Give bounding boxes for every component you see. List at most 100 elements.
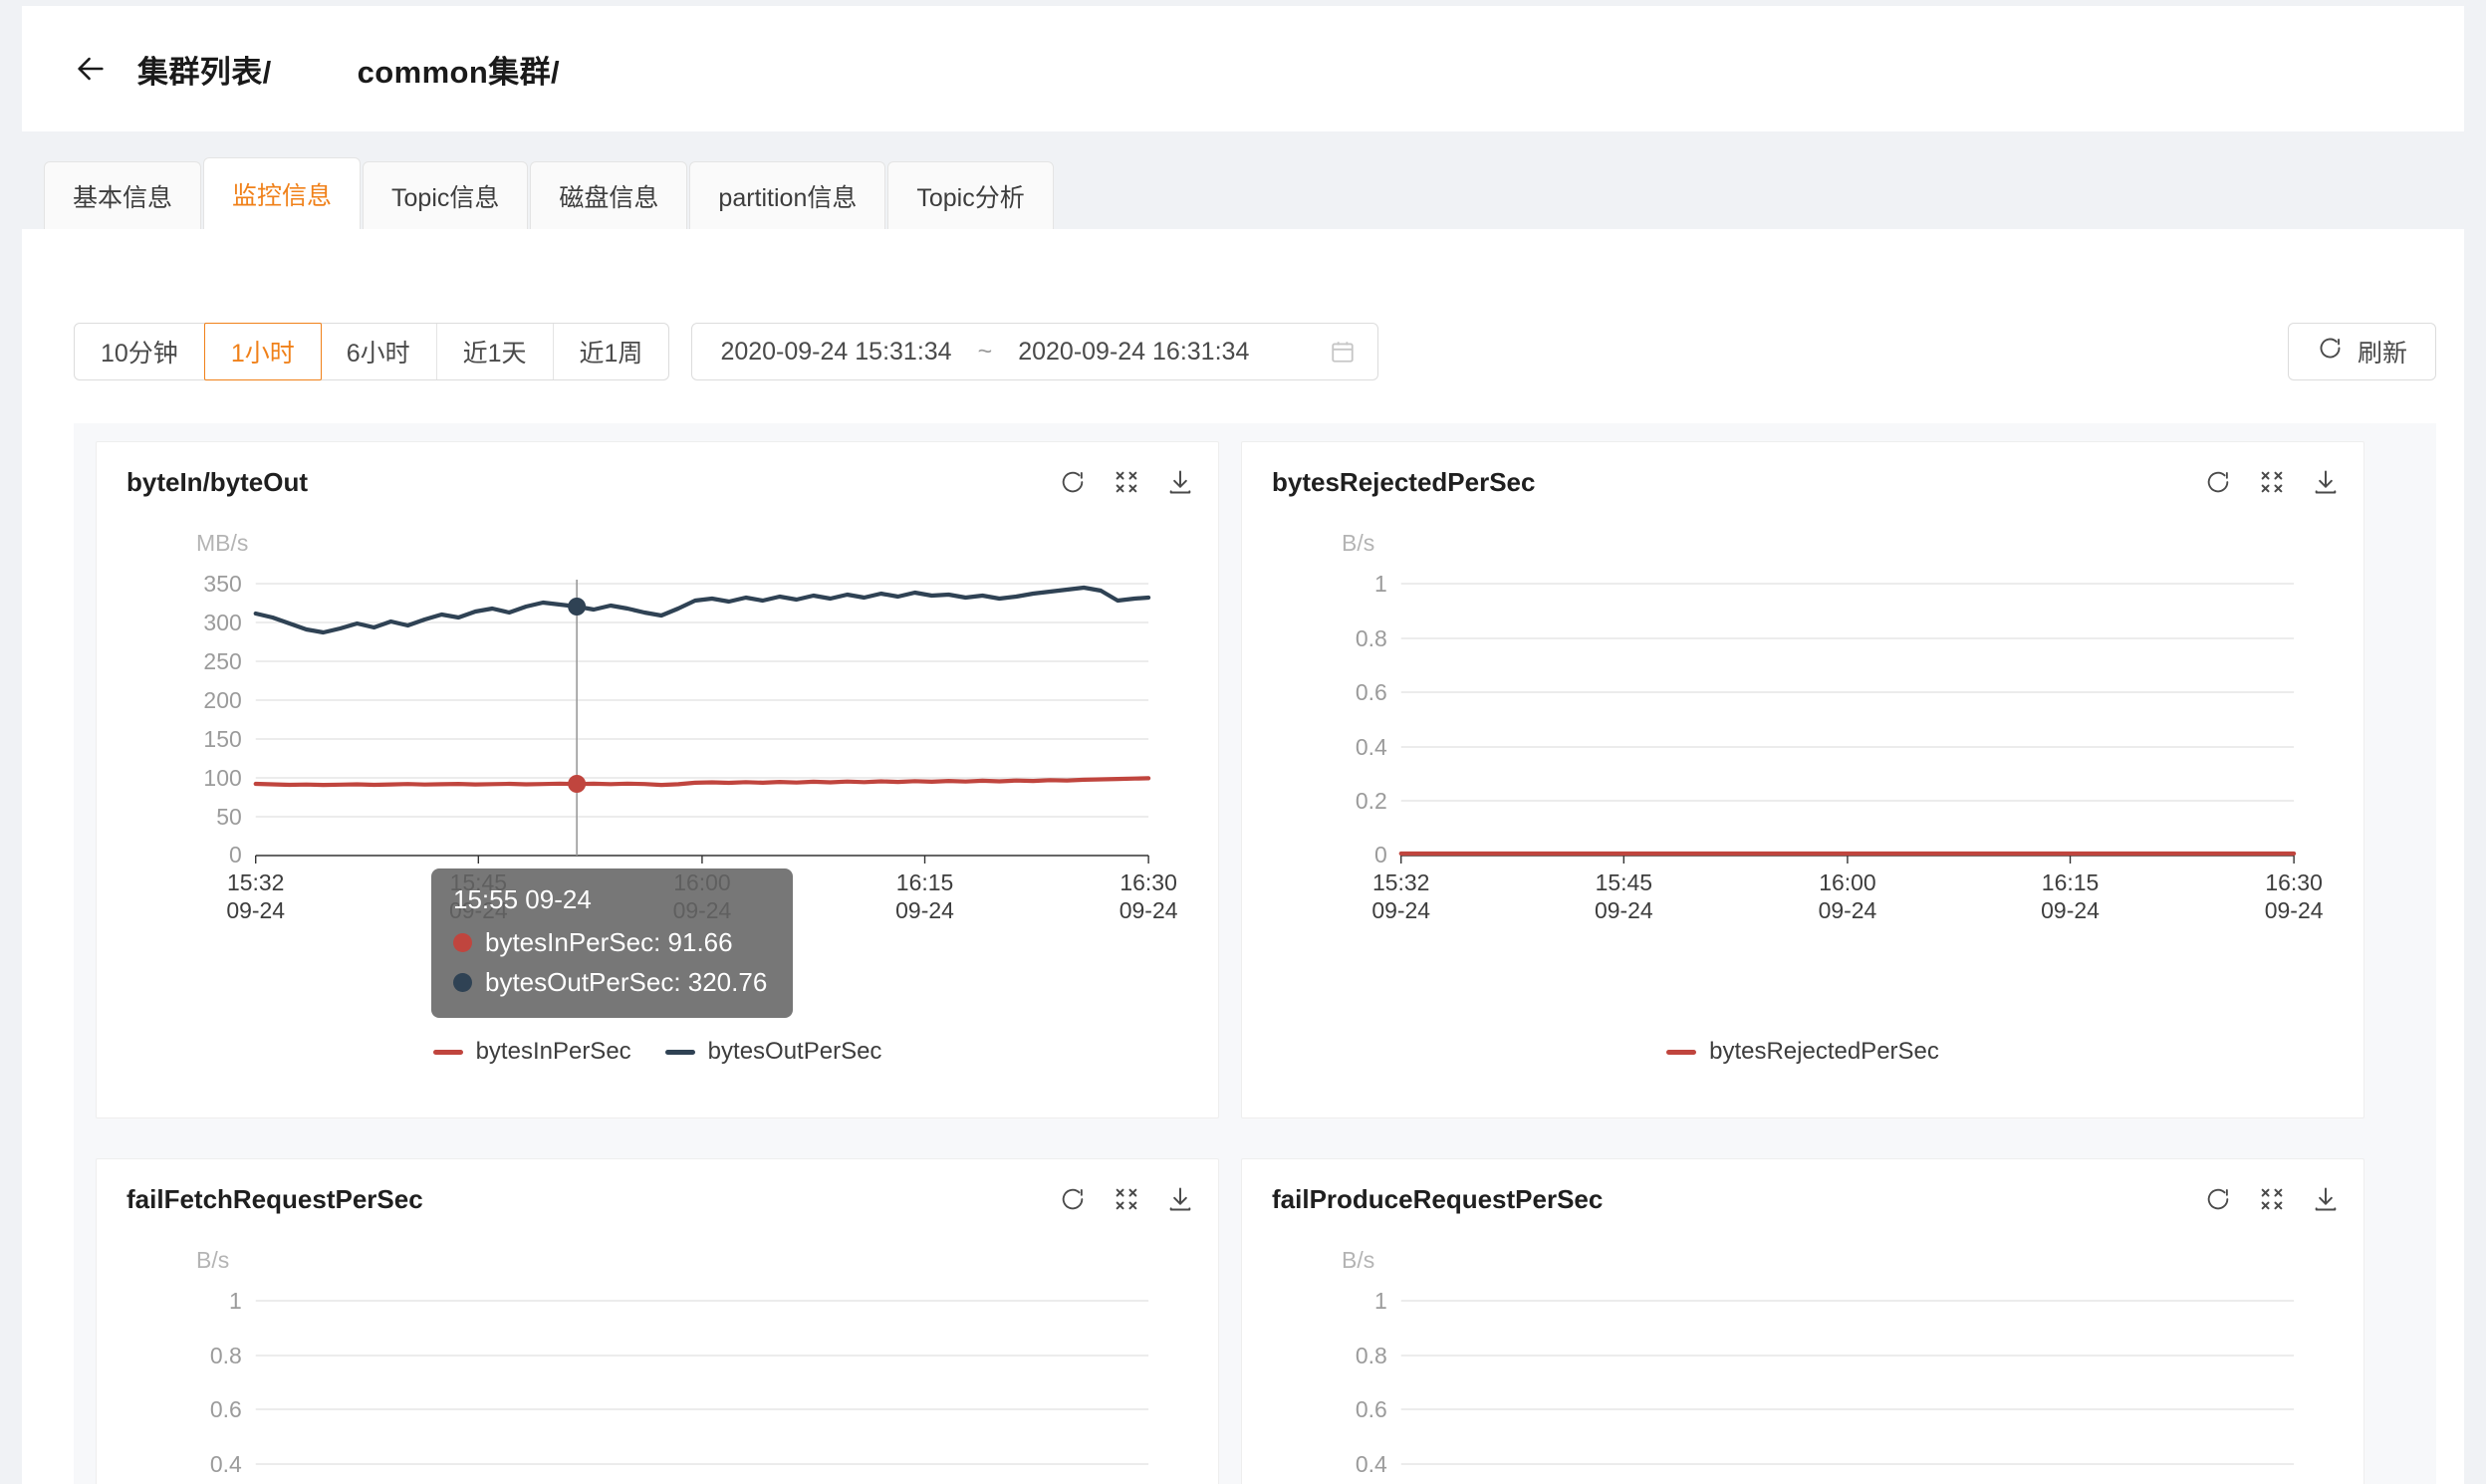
- breadcrumb-suffix: common集群/: [357, 54, 561, 90]
- refresh-icon[interactable]: [2204, 468, 2232, 496]
- svg-text:09-24: 09-24: [2041, 897, 2100, 923]
- chart-card-header: byteIn/byteOut: [97, 442, 1218, 522]
- tab-label: 监控信息: [232, 181, 333, 210]
- svg-text:15:45: 15:45: [450, 869, 507, 895]
- tab-label: partition信息: [718, 183, 858, 212]
- date-start-input[interactable]: 2020-09-24 15:31:34: [720, 337, 952, 366]
- chart-plot-area: 1 0.8 0.6 0.4 0.2 0: [1242, 554, 2363, 1020]
- refresh-icon[interactable]: [1059, 1185, 1087, 1213]
- svg-text:1: 1: [1374, 571, 1387, 597]
- tab-monitor-info[interactable]: 监控信息: [203, 157, 362, 229]
- svg-text:09-24: 09-24: [449, 897, 508, 923]
- expand-icon[interactable]: [2258, 468, 2286, 496]
- chart-grid: byteIn/byteOut: [74, 423, 2436, 1484]
- chart-legend: bytesInPerSec bytesOutPerSec: [97, 1038, 1218, 1066]
- tab-label: 基本信息: [73, 183, 173, 212]
- legend-item-bytesoutpersec[interactable]: bytesOutPerSec: [664, 1038, 881, 1066]
- svg-text:16:00: 16:00: [673, 869, 730, 895]
- legend-item-bytesrejectedpersec[interactable]: bytesRejectedPerSec: [1666, 1038, 1939, 1066]
- chart-card-header: failProduceRequestPerSec: [1242, 1159, 2363, 1239]
- range-label: 近1天: [462, 340, 527, 368]
- range-6hour[interactable]: 6小时: [321, 324, 437, 379]
- chart-card-failfetchrequestpersec: failFetchRequestPerSec: [96, 1158, 1219, 1484]
- range-1day[interactable]: 近1天: [437, 324, 554, 379]
- svg-text:09-24: 09-24: [1819, 897, 1877, 923]
- download-icon[interactable]: [2312, 468, 2340, 496]
- svg-text:15:32: 15:32: [227, 869, 284, 895]
- breadcrumb: 集群列表/ common集群/: [137, 47, 560, 92]
- svg-text:200: 200: [203, 687, 241, 713]
- svg-text:0.8: 0.8: [210, 1343, 242, 1368]
- filter-toolbar: 10分钟 1小时 6小时 近1天 近1周 2020-09-24 15:31:34…: [74, 322, 2436, 381]
- legend-swatch: [1666, 1049, 1697, 1055]
- date-end-input[interactable]: 2020-09-24 16:31:34: [1018, 337, 1250, 366]
- svg-text:150: 150: [203, 726, 241, 752]
- svg-text:0.4: 0.4: [1356, 734, 1387, 760]
- legend-swatch: [432, 1049, 463, 1055]
- chart-unit-label: B/s: [196, 1247, 230, 1273]
- download-icon[interactable]: [2312, 1185, 2340, 1213]
- svg-text:0.8: 0.8: [1356, 1343, 1387, 1368]
- svg-text:0.6: 0.6: [1356, 679, 1387, 705]
- svg-text:0.8: 0.8: [1356, 625, 1387, 651]
- tab-basic-info[interactable]: 基本信息: [44, 161, 202, 229]
- range-1week[interactable]: 近1周: [554, 324, 669, 379]
- back-arrow-icon[interactable]: [70, 48, 112, 90]
- tab-bar: 基本信息 监控信息 Topic信息 磁盘信息 partition信息 Topic…: [22, 151, 2464, 229]
- svg-text:350: 350: [203, 571, 241, 597]
- range-10min[interactable]: 10分钟: [75, 324, 205, 379]
- refresh-icon: [2317, 335, 2344, 369]
- svg-text:0.6: 0.6: [210, 1396, 242, 1422]
- chart-title: byteIn/byteOut: [126, 466, 309, 497]
- legend-swatch: [664, 1049, 695, 1055]
- chart-card-actions: [1059, 468, 1194, 496]
- expand-icon[interactable]: [1113, 468, 1140, 496]
- svg-text:16:15: 16:15: [2042, 869, 2099, 895]
- range-1hour[interactable]: 1小时: [203, 323, 322, 380]
- refresh-icon[interactable]: [1059, 468, 1087, 496]
- refresh-button[interactable]: 刷新: [2287, 323, 2436, 380]
- download-icon[interactable]: [1166, 1185, 1194, 1213]
- svg-text:0.6: 0.6: [1356, 1396, 1387, 1422]
- legend-item-bytesinpersec[interactable]: bytesInPerSec: [432, 1038, 631, 1066]
- tab-topic-analysis[interactable]: Topic分析: [887, 161, 1054, 229]
- chart-card-actions: [2204, 1185, 2340, 1213]
- svg-text:1: 1: [1374, 1288, 1387, 1314]
- date-range-separator: ~: [977, 337, 993, 366]
- chart-unit-label: B/s: [1342, 1247, 1375, 1273]
- tab-disk-info[interactable]: 磁盘信息: [530, 161, 688, 229]
- expand-icon[interactable]: [2258, 1185, 2286, 1213]
- svg-text:250: 250: [203, 648, 241, 674]
- time-range-group: 10分钟 1小时 6小时 近1天 近1周: [74, 323, 670, 380]
- svg-text:09-24: 09-24: [226, 897, 285, 923]
- chart-unit-label: B/s: [1342, 530, 1375, 556]
- range-label: 近1周: [579, 340, 643, 368]
- tab-topic-info[interactable]: Topic信息: [363, 161, 529, 229]
- expand-icon[interactable]: [1113, 1185, 1140, 1213]
- download-icon[interactable]: [1166, 468, 1194, 496]
- svg-text:09-24: 09-24: [673, 897, 732, 923]
- refresh-icon[interactable]: [2204, 1185, 2232, 1213]
- svg-text:16:30: 16:30: [2265, 869, 2322, 895]
- chart-card-header: failFetchRequestPerSec: [97, 1159, 1218, 1239]
- svg-text:09-24: 09-24: [1119, 897, 1178, 923]
- tab-partition-info[interactable]: partition信息: [689, 161, 886, 229]
- tab-label: Topic分析: [916, 183, 1025, 212]
- svg-text:16:00: 16:00: [1819, 869, 1875, 895]
- range-label: 6小时: [346, 340, 410, 368]
- legend-label: bytesRejectedPerSec: [1709, 1038, 1939, 1065]
- range-label: 10分钟: [101, 340, 178, 368]
- svg-text:09-24: 09-24: [2265, 897, 2324, 923]
- chart-title: failFetchRequestPerSec: [126, 1183, 423, 1214]
- breadcrumb-prefix[interactable]: 集群列表/: [137, 54, 272, 90]
- svg-text:100: 100: [203, 765, 241, 791]
- svg-text:0: 0: [1374, 842, 1387, 867]
- tab-label: Topic信息: [391, 183, 500, 212]
- chart-card-bytein-byteout: byteIn/byteOut: [96, 441, 1219, 1118]
- legend-label: bytesInPerSec: [475, 1038, 631, 1065]
- calendar-icon: [1330, 339, 1356, 365]
- svg-text:16:30: 16:30: [1119, 869, 1176, 895]
- date-range-picker[interactable]: 2020-09-24 15:31:34 ~ 2020-09-24 16:31:3…: [691, 323, 1379, 380]
- chart-legend: bytesRejectedPerSec: [1242, 1038, 2363, 1066]
- svg-text:0: 0: [229, 842, 242, 867]
